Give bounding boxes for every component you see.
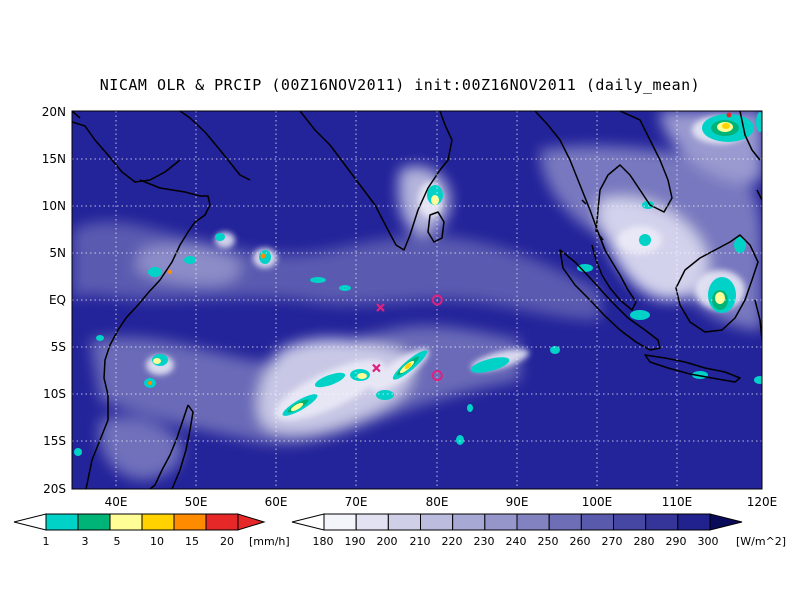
olr-tick-label: 200 <box>377 535 398 548</box>
olr-tick-label: 270 <box>602 535 623 548</box>
olr-colorbar: 180 190 200 210 220 230 240 250 260 270 … <box>291 513 786 548</box>
precip-colorbar-high-arrow <box>237 513 266 531</box>
precip-tick-label: 20 <box>220 535 234 548</box>
olr-color-box <box>420 513 454 531</box>
lat-label: 10N <box>42 199 66 213</box>
precip-color-box <box>77 513 111 531</box>
lat-label: 10S <box>43 387 66 401</box>
olr-color-box <box>613 513 647 531</box>
precip-colorbar-low-arrow <box>13 513 47 531</box>
sri-lanka-coastline <box>427 211 445 243</box>
arabia-coastline <box>72 111 251 181</box>
precip-tick-label: 1 <box>43 535 50 548</box>
olr-tick-label: 290 <box>666 535 687 548</box>
map-plot-area <box>72 111 762 489</box>
lat-label: 15S <box>43 434 66 448</box>
precip-unit: [mm/h] <box>249 535 290 548</box>
coastlines <box>72 111 762 489</box>
lon-label: 50E <box>185 495 208 509</box>
olr-unit: [W/m^2] <box>736 535 786 548</box>
olr-tick-label: 300 <box>698 535 719 548</box>
map-frame <box>71 110 763 490</box>
lon-label: 120E <box>747 495 778 509</box>
olr-color-box <box>355 513 389 531</box>
india-coastline <box>299 111 453 251</box>
olr-color-box <box>387 513 422 531</box>
olr-color-box <box>645 513 679 531</box>
lat-label: EQ <box>49 293 66 307</box>
olr-color-box <box>677 513 711 531</box>
precip-colorbar: 1 3 5 10 15 20 [mm/h] <box>13 513 290 548</box>
madagascar-coastline <box>149 404 194 489</box>
lon-label: 100E <box>582 495 613 509</box>
lon-label: 60E <box>265 495 288 509</box>
precip-tick-label: 3 <box>82 535 89 548</box>
precip-color-box <box>109 513 143 531</box>
circle-marker <box>431 294 443 306</box>
lon-label: 110E <box>662 495 693 509</box>
borneo-coastline <box>675 234 759 333</box>
olr-tick-label: 240 <box>506 535 527 548</box>
lon-label: 40E <box>105 495 128 509</box>
olr-tick-label: 280 <box>634 535 655 548</box>
olr-tick-label: 210 <box>410 535 431 548</box>
olr-tick-label: 230 <box>474 535 495 548</box>
cross-marker <box>376 303 385 312</box>
olr-color-box <box>484 513 518 531</box>
lat-label: 5S <box>51 340 66 354</box>
lat-label: 20S <box>43 482 66 496</box>
circle-marker <box>431 370 443 382</box>
olr-tick-label: 260 <box>570 535 591 548</box>
olr-cloud-field <box>72 111 762 480</box>
lon-label: 80E <box>426 495 449 509</box>
lon-axis: 40E 50E 60E 70E 80E 90E 100E 110E 120E <box>105 495 778 509</box>
lat-lon-grid <box>72 111 762 489</box>
cross-marker <box>372 363 381 373</box>
lat-label: 20N <box>42 105 66 119</box>
malay-peninsula-coastline <box>591 231 637 311</box>
olr-tick-label: 180 <box>313 535 334 548</box>
olr-colorbar-high-arrow <box>709 513 743 531</box>
lat-label: 15N <box>42 152 66 166</box>
lon-label: 90E <box>506 495 529 509</box>
olr-tick-label: 250 <box>538 535 559 548</box>
africa-arabia-coastline <box>72 121 211 489</box>
olr-color-box <box>516 513 550 531</box>
olr-color-box <box>323 513 357 531</box>
precip-color-box <box>173 513 207 531</box>
precip-field <box>74 112 762 456</box>
precip-color-box <box>141 513 175 531</box>
sumatra-coastline <box>559 249 661 351</box>
olr-color-box <box>452 513 486 531</box>
precip-color-box <box>45 513 79 531</box>
precip-color-box <box>205 513 239 531</box>
philippines-coastline <box>739 111 762 201</box>
lat-label: 5N <box>49 246 66 260</box>
lat-axis: 20N 15N 10N 5N EQ 5S 10S 15S 20S <box>42 105 66 496</box>
olr-color-box <box>580 513 614 531</box>
precip-tick-label: 5 <box>114 535 121 548</box>
lon-label: 70E <box>345 495 368 509</box>
olr-tick-label: 220 <box>442 535 463 548</box>
olr-tick-label: 190 <box>345 535 366 548</box>
nicobar-islands <box>581 199 604 241</box>
olr-color-box <box>548 513 582 531</box>
precip-tick-label: 10 <box>150 535 164 548</box>
precip-tick-label: 15 <box>185 535 199 548</box>
map-title: NICAM OLR & PRCIP (00Z16NOV2011) init:00… <box>99 76 701 94</box>
java-coastline <box>644 354 741 383</box>
olr-colorbar-low-arrow <box>291 513 325 531</box>
sulawesi-coastline <box>754 299 762 341</box>
markers-layer <box>372 294 443 382</box>
